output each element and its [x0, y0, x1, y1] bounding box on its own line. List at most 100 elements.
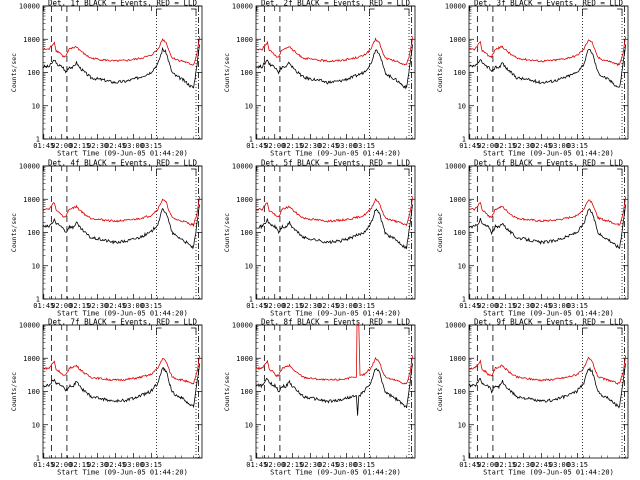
panel-5-ytick-label: 10000: [232, 163, 253, 171]
panel-5-ylabel: Counts/sec: [223, 213, 231, 252]
panel-3-xtick-label: 03:00: [549, 142, 570, 150]
panel-3-xtick-label: 01:45: [459, 142, 480, 150]
panel-1-xtick-label: 02:30: [87, 142, 108, 150]
panel-7-xtick-label: 03:15: [141, 461, 162, 469]
panel-4-series-events: [42, 204, 200, 250]
panel-6-ytick-label: 10: [458, 262, 466, 270]
panel-8-series-lld: [255, 323, 413, 385]
panel-9-interval-bracket: [617, 327, 623, 335]
panel-2-interval-bracket: [369, 8, 375, 16]
panel-2-xtick-label: 02:15: [282, 142, 303, 150]
panel-6-series-lld: [468, 196, 626, 226]
panel-3-interval-bracket: [617, 8, 623, 16]
panel-9-xtick-label: 03:15: [567, 461, 588, 469]
panel-5: Det. 5f BLACK = Events, RED = LLD 1 10 100 1…: [223, 159, 416, 318]
panel-5-interval-bracket: [369, 168, 375, 176]
panel-4-ytick-label: 10000: [19, 163, 40, 171]
panel-6-xtick-label: 03:00: [549, 302, 570, 310]
panel-8-title: Det. 8f BLACK = Events, RED = LLD: [261, 318, 410, 327]
panel-3-series-events: [468, 44, 626, 88]
panel-8-ytick-label: 100: [240, 388, 253, 396]
panel-6: Det. 6f BLACK = Events, RED = LLD 1 10 100 1…: [436, 159, 629, 318]
panel-2-ytick-label: 1: [249, 136, 253, 144]
panel-9-interval-bracket: [582, 327, 588, 335]
panel-5-ytick-label: 100: [240, 229, 253, 237]
panel-7-xtick-label: 01:45: [33, 461, 54, 469]
panel-4-interval-bracket: [156, 168, 162, 176]
panel-9-title: Det. 9f BLACK = Events, RED = LLD: [474, 318, 623, 327]
panel-3-xlabel: Start Time (09-Jun-05 01:44:20): [483, 150, 614, 158]
panel-4-series-lld: [42, 196, 200, 228]
panel-8-interval-bracket: [404, 327, 410, 335]
panel-4-xtick-label: 03:15: [141, 302, 162, 310]
panel-5-title: Det. 5f BLACK = Events, RED = LLD: [261, 159, 410, 168]
panel-1-xlabel: Start Time (09-Jun-05 01:44:20): [57, 150, 188, 158]
panel-7-interval-bracket: [191, 327, 197, 335]
panel-7-xtick-label: 02:30: [87, 461, 108, 469]
panel-1-ytick-label: 10: [32, 102, 40, 110]
panel-3-xtick-label: 02:15: [495, 142, 516, 150]
panel-4-xtick-label: 02:45: [105, 302, 126, 310]
panel-7-title: Det. 7f BLACK = Events, RED = LLD: [48, 318, 197, 327]
panel-4-ytick-label: 100: [27, 229, 40, 237]
panel-6-xtick-label: 01:45: [459, 302, 480, 310]
panel-3-ytick-label: 100: [453, 69, 466, 77]
panel-8-xtick-label: 02:00: [264, 461, 285, 469]
panel-2-xlabel: Start Time (09-Jun-05 01:44:20): [270, 150, 401, 158]
panel-1-interval-bracket: [191, 8, 197, 16]
panel-2-series-events: [255, 44, 413, 90]
panel-7-xtick-label: 02:00: [51, 461, 72, 469]
panel-8: Det. 8f BLACK = Events, RED = LLD 1 10 100 1…: [223, 318, 416, 477]
panel-5-series-events: [256, 204, 413, 249]
panel-5-xtick-label: 03:00: [336, 302, 357, 310]
panel-9-ylabel: Counts/sec: [436, 372, 444, 411]
panel-9: Det. 9f BLACK = Events, RED = LLD 1 10 100 1…: [436, 318, 629, 477]
panel-6-series-events: [468, 204, 626, 249]
panel-7-series-events: [42, 363, 200, 409]
panel-8-ytick-label: 10: [245, 421, 253, 429]
panel-8-series-events: [255, 363, 413, 416]
panel-7-xtick-label: 03:00: [123, 461, 144, 469]
panel-9-series-lld: [468, 355, 626, 385]
panel-7-interval-bracket: [156, 327, 162, 335]
panel-1: Det. 1f BLACK = Events, RED = LLD 1 10 100 1…: [10, 0, 203, 158]
panel-2-ytick-label: 100: [240, 69, 253, 77]
panel-8-xtick-label: 03:15: [354, 461, 375, 469]
panel-5-xtick-label: 02:45: [318, 302, 339, 310]
panel-1-xtick-label: 02:00: [51, 142, 72, 150]
panel-6-ytick-label: 100: [453, 229, 466, 237]
panel-7-ytick-label: 10: [32, 421, 40, 429]
panel-4: Det. 4f BLACK = Events, RED = LLD 1 10 100 1…: [10, 159, 203, 318]
panel-1-ytick-label: 100: [27, 69, 40, 77]
panel-4-xtick-label: 01:45: [33, 302, 54, 310]
panel-1-ytick-label: 1000: [23, 36, 40, 44]
panel-9-xtick-label: 02:30: [513, 461, 534, 469]
panel-7-ytick-label: 10000: [19, 322, 40, 330]
panel-1-xtick-label: 02:45: [105, 142, 126, 150]
panel-9-xtick-label: 02:00: [477, 461, 498, 469]
panel-8-xlabel: Start Time (09-Jun-05 01:44:20): [270, 469, 401, 477]
panel-9-xtick-label: 01:45: [459, 461, 480, 469]
panel-9-series-events: [468, 363, 626, 409]
panel-8-ytick-label: 1000: [236, 355, 253, 363]
panel-1-series-events: [42, 44, 200, 89]
panel-1-xtick-label: 01:45: [33, 142, 54, 150]
panel-1-ylabel: Counts/sec: [10, 53, 18, 92]
panel-2-xtick-label: 02:45: [318, 142, 339, 150]
panel-8-xtick-label: 02:30: [300, 461, 321, 469]
panel-4-xtick-label: 02:15: [69, 302, 90, 310]
panel-4-interval-bracket: [191, 168, 197, 176]
panel-9-ytick-label: 100: [453, 388, 466, 396]
panel-7-ytick-label: 1: [36, 455, 40, 463]
panel-7: Det. 7f BLACK = Events, RED = LLD 1 10 100 1…: [10, 318, 203, 477]
panel-7-xlabel: Start Time (09-Jun-05 01:44:20): [57, 469, 188, 477]
panel-9-xtick-label: 03:00: [549, 461, 570, 469]
panel-3-ytick-label: 10: [458, 102, 466, 110]
panel-4-ylabel: Counts/sec: [10, 213, 18, 252]
panel-3-xtick-label: 02:45: [531, 142, 552, 150]
panel-6-interval-bracket: [617, 168, 623, 176]
panel-7-series-lld: [42, 355, 200, 385]
panel-2: Det. 2f BLACK = Events, RED = LLD 1 10 100 1…: [223, 0, 416, 158]
panel-3-title: Det. 3f BLACK = Events, RED = LLD: [474, 0, 623, 8]
